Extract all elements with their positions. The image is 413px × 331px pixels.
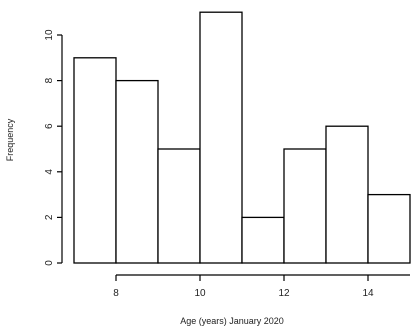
histogram-bar-2 (115, 79, 159, 264)
x-tick-label: 12 (278, 288, 290, 299)
bars-group (73, 11, 411, 264)
y-tick-label: 8 (44, 77, 55, 83)
histogram-bar-7 (325, 125, 369, 264)
y-tick-label: 10 (44, 29, 55, 41)
y-tick-label: 0 (44, 260, 55, 266)
x-tick-label: 10 (194, 288, 206, 299)
histogram-bar-5 (241, 216, 285, 264)
histogram-bar-1 (73, 57, 117, 264)
x-tick-label: 8 (113, 288, 119, 299)
histogram-bar-8 (367, 193, 411, 264)
y-tick-label: 4 (44, 169, 55, 175)
y-axis: 0 2 4 6 8 10 (44, 29, 63, 266)
y-tick-label: 6 (44, 123, 55, 129)
histogram-bar-4 (199, 11, 243, 264)
histogram-bar-6 (283, 148, 327, 264)
x-tick-label: 14 (362, 288, 374, 299)
histogram-bar-3 (157, 148, 201, 264)
y-axis-label: Frequency (5, 118, 15, 161)
y-tick-label: 2 (44, 214, 55, 220)
x-axis-label: Age (years) January 2020 (180, 316, 284, 326)
x-axis: 8 10 12 14 (113, 274, 410, 299)
